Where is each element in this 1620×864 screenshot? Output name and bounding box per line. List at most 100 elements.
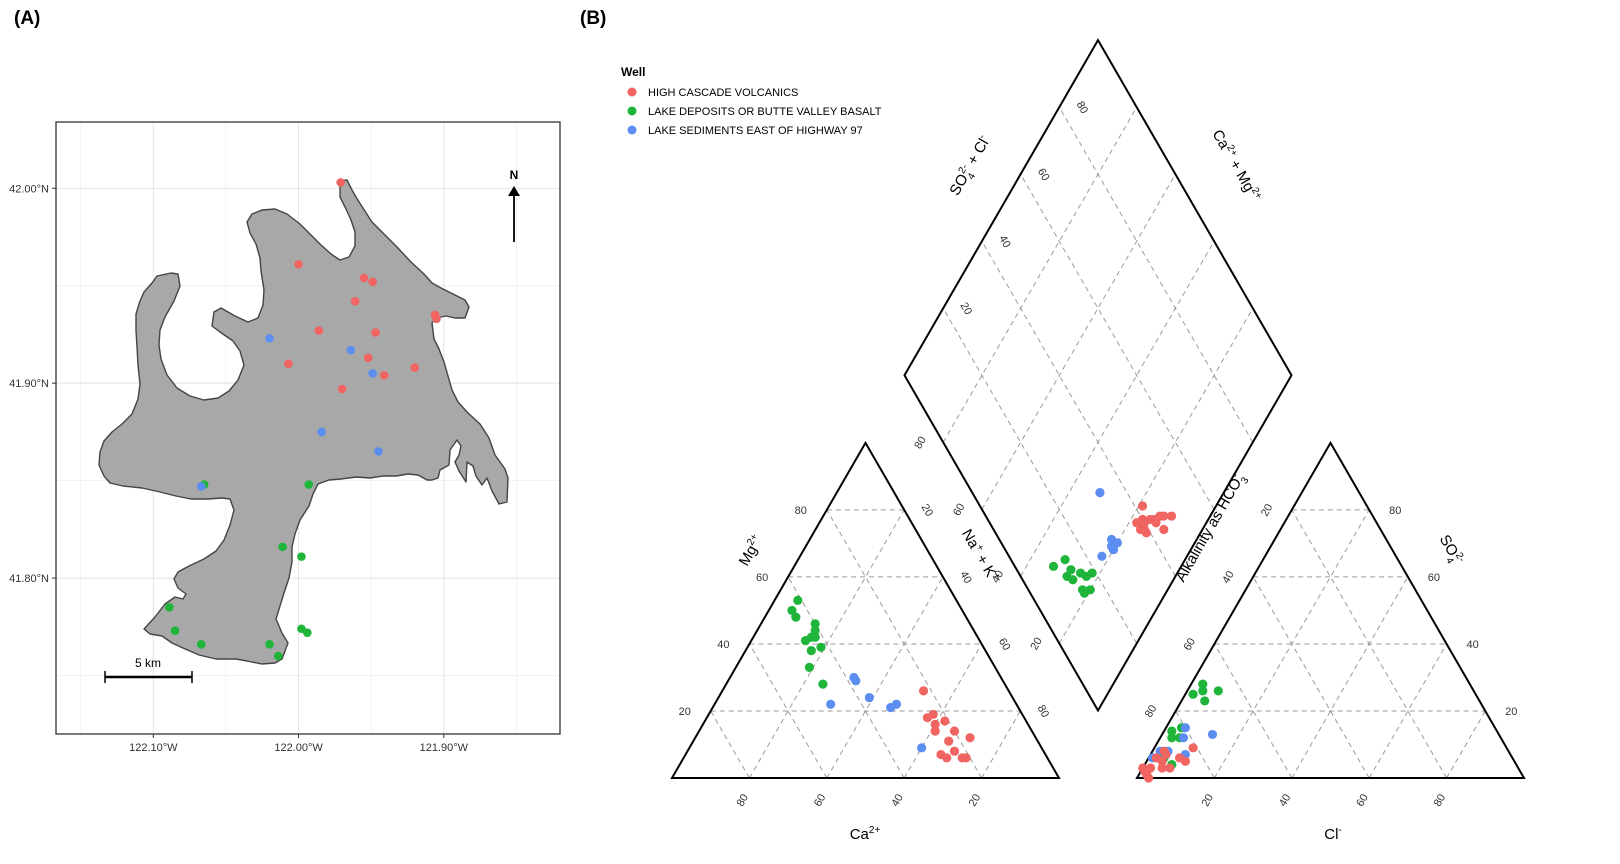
cation-point [922,713,933,723]
so4-tick-label: 40 [1466,639,1478,651]
piper-tick-labels: 20 20 20 20 20 20 20 20 40 40 40 40 40 40 40 40 60 60 60 60… [679,99,1518,808]
cation-point [930,726,940,736]
map-well-point [294,259,303,269]
diamond [903,38,1293,713]
ca-tick-label: 40 [889,792,906,809]
tri-gridline [826,576,944,779]
legend-swatch [627,106,637,116]
legend-title: Well [621,65,645,79]
so4-tick-label: 60 [1428,572,1440,584]
well-points [164,178,441,661]
legend: Well HIGH CASCADE VOLCANICS LAKE DEPOSITS… [621,65,882,137]
legend-label: LAKE DEPOSITS OR BUTTE VALLEY BASALT [648,106,882,118]
cation-point [806,646,816,656]
diamond-gridline [942,308,1138,644]
diamond-point [1095,488,1105,498]
na-tick-label: 20 [919,502,936,519]
cation-point [961,753,971,763]
tri-gridline [1213,643,1293,779]
anion-point [1213,686,1223,696]
tri-gridline [748,643,828,779]
map-y-tick-label: 41.80°N [9,573,49,585]
so4-tick-label: 80 [1389,505,1401,517]
map-x-tick-label: 121.90°W [420,742,469,754]
cation-point [818,679,828,689]
anion-point [1188,743,1198,753]
diamond-point [1141,528,1151,538]
north-arrow: N [508,168,520,242]
anion-point [1178,733,1189,743]
map-y-tick-label: 41.90°N [9,378,49,390]
map-well-point [371,328,380,337]
map-axis-ticks: 122.10°W 122.00°W 121.90°W 42.00°N 41.90°N 41… [9,183,469,754]
anion-point [1207,729,1218,740]
cl-tick-label: 40 [1277,792,1294,809]
cation-point [930,719,940,729]
anion-point [1180,756,1190,766]
cation-point [944,736,954,746]
cation-point [791,612,801,622]
ca-tick-label: 80 [735,792,752,809]
map-well-point [164,603,174,612]
tri-gridline [1291,509,1448,779]
cl-axis-label: Cl- [1324,825,1342,843]
diamond-point [1151,518,1161,528]
anion-point [1157,756,1167,766]
alk-tick-label: 60 [1182,636,1199,653]
camg-tick-label: 20 [958,300,975,317]
anion-point [1157,763,1167,773]
alk-tick-label: 20 [1259,502,1276,519]
na-tick-label: 80 [1035,703,1052,720]
panel-a-label: (A) [14,8,40,29]
anion-point [1165,763,1175,773]
cation-point [942,753,952,763]
na-tick-label: 40 [957,569,974,586]
map-well-point [265,640,274,649]
anion-point [1167,733,1177,743]
diamond-point [1085,585,1095,595]
map-well-point [368,369,377,378]
camg-tick-label: 40 [996,233,1013,250]
tri-gridline [787,576,905,779]
cation-point [793,595,803,605]
map-well-point [302,628,312,637]
anion-point [1198,679,1208,689]
diamond-point [1068,575,1078,585]
map-well-point [410,363,420,372]
map-x-tick-label: 122.10°W [129,742,178,754]
camg-tick-label: 60 [1035,166,1052,183]
mg-tick-label: 20 [679,706,691,718]
scale-bar-label: 5 km [135,656,161,670]
tri-gridline [710,710,750,779]
map-well-point [359,273,369,283]
cl-tick-label: 20 [1200,792,1217,809]
tri-gridline [826,509,983,779]
map-well-point [337,384,347,394]
cation-point [949,746,960,756]
map-well-point [379,371,389,380]
cation-point [826,699,836,709]
na-tick-label: 60 [996,636,1013,653]
map-y-tick-label: 42.00°N [9,183,49,195]
ca-tick-label: 60 [812,792,829,809]
cation-point [891,699,902,709]
cation-point [787,605,797,616]
diamond-gridline [1020,240,1215,577]
right-so4-axis-label: SO42- [1432,532,1467,570]
legend-swatch [627,125,637,135]
anion-point [1200,696,1210,706]
map-x-tick-label: 122.00°W [274,742,323,754]
mg-tick-label: 40 [717,639,729,651]
cation-point [940,716,950,726]
north-label: N [510,168,519,182]
tri-gridline [981,710,1021,779]
map-well-point [314,326,324,335]
legend-label: LAKE SEDIMENTS EAST OF HIGHWAY 97 [648,125,863,137]
tri-gridline [1368,643,1448,779]
diamond-point [1087,568,1097,578]
diamond-point [1048,561,1059,571]
map-well-point [304,480,314,489]
map-well-point [273,651,283,661]
alk-tick-label: 80 [1143,703,1160,720]
map-well-point [368,277,377,287]
